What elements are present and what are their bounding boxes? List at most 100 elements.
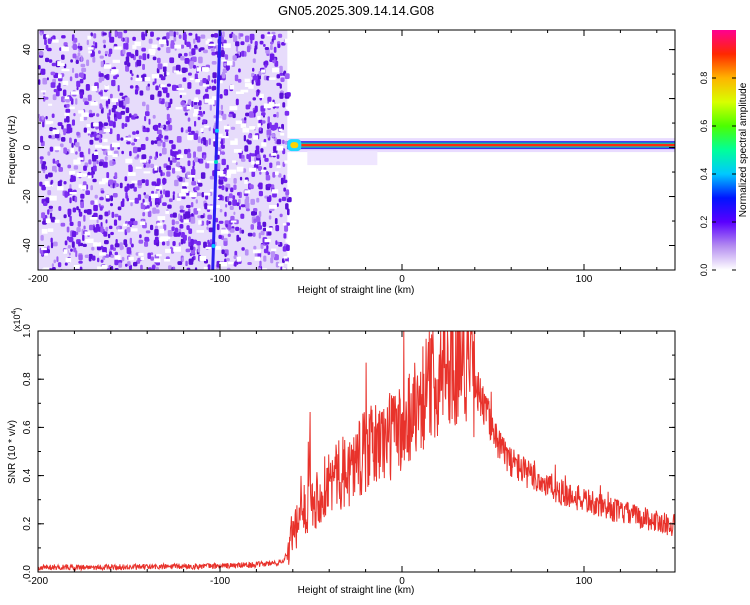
noise-speck xyxy=(200,214,205,219)
noise-speck xyxy=(206,226,209,230)
noise-speck xyxy=(77,45,80,49)
noise-gap xyxy=(57,186,64,191)
noise-speck xyxy=(175,221,180,225)
noise-speck xyxy=(205,162,210,169)
noise-gap xyxy=(163,62,168,67)
noise-speck xyxy=(184,149,188,155)
noise-speck xyxy=(260,230,265,236)
noise-speck xyxy=(109,36,115,43)
noise-speck xyxy=(89,139,94,145)
noise-gap xyxy=(284,160,291,164)
noise-speck xyxy=(102,247,107,254)
noise-speck xyxy=(233,184,237,190)
noise-speck xyxy=(172,191,176,195)
noise-speck xyxy=(66,116,70,123)
noise-gap xyxy=(129,200,135,202)
noise-speck xyxy=(168,198,173,203)
noise-speck xyxy=(218,178,224,185)
noise-speck xyxy=(167,204,172,209)
noise-speck xyxy=(119,92,124,96)
noise-speck xyxy=(136,154,140,158)
noise-speck xyxy=(145,179,149,186)
noise-speck xyxy=(160,76,166,81)
noise-speck xyxy=(168,30,174,37)
noise-gap xyxy=(286,106,290,110)
noise-speck xyxy=(225,187,228,192)
noise-gap xyxy=(197,179,201,183)
noise-speck xyxy=(120,201,125,207)
noise-speck xyxy=(57,262,62,268)
noise-gap xyxy=(244,78,250,83)
noise-speck xyxy=(207,239,210,245)
noise-speck xyxy=(285,203,289,210)
noise-speck xyxy=(92,165,97,172)
noise-speck xyxy=(263,255,267,262)
noise-speck xyxy=(239,33,244,37)
noise-speck xyxy=(271,31,276,35)
noise-speck xyxy=(97,257,100,263)
noise-speck xyxy=(276,74,281,79)
noise-gap xyxy=(77,157,84,160)
noise-speck xyxy=(223,237,228,242)
noise-speck xyxy=(76,86,79,91)
noise-gap xyxy=(114,46,122,50)
y-tick-label: 0.0 xyxy=(22,565,33,579)
y-tick-label: 0.4 xyxy=(22,468,33,482)
noise-gap xyxy=(132,44,137,49)
noise-speck xyxy=(283,174,286,180)
noise-gap xyxy=(104,64,112,69)
noise-speck xyxy=(160,194,163,199)
noise-speck xyxy=(227,225,230,231)
noise-speck xyxy=(191,168,196,176)
noise-speck xyxy=(125,195,129,199)
noise-speck xyxy=(165,121,171,125)
noise-speck xyxy=(239,176,243,181)
noise-speck xyxy=(201,192,205,198)
noise-speck xyxy=(96,113,100,117)
noise-speck xyxy=(112,161,116,165)
noise-gap xyxy=(263,103,272,109)
noise-speck xyxy=(169,117,172,124)
noise-speck xyxy=(248,104,251,110)
noise-gap xyxy=(240,123,247,128)
noise-speck xyxy=(67,164,72,169)
noise-speck xyxy=(250,184,254,190)
noise-speck xyxy=(147,252,151,259)
noise-gap xyxy=(229,106,238,111)
noise-speck xyxy=(141,154,147,160)
noise-speck xyxy=(235,226,240,231)
noise-speck xyxy=(252,67,255,72)
noise-speck xyxy=(139,90,144,96)
noise-speck xyxy=(276,111,279,118)
noise-speck xyxy=(78,254,83,261)
noise-gap xyxy=(99,252,106,256)
noise-speck xyxy=(93,204,98,212)
noise-speck xyxy=(154,76,157,84)
noise-gap xyxy=(45,34,49,38)
noise-speck xyxy=(195,199,198,204)
noise-speck xyxy=(112,105,118,109)
noise-speck xyxy=(114,213,119,218)
noise-speck xyxy=(51,267,56,270)
noise-speck xyxy=(65,108,71,113)
noise-speck xyxy=(140,264,143,270)
x-tick-label: -200 xyxy=(28,274,48,285)
noise-speck xyxy=(273,137,277,142)
noise-speck xyxy=(213,33,219,38)
noise-speck xyxy=(155,266,159,270)
noise-gap xyxy=(93,122,99,127)
noise-speck xyxy=(169,213,174,218)
noise-speck xyxy=(155,225,158,230)
noise-speck xyxy=(59,143,64,148)
noise-gap xyxy=(61,46,69,52)
noise-gap xyxy=(221,229,229,234)
noise-gap xyxy=(235,120,243,124)
noise-gap xyxy=(176,198,181,201)
noise-gap xyxy=(208,99,215,105)
noise-speck xyxy=(125,107,130,114)
noise-speck xyxy=(85,190,90,195)
noise-gap xyxy=(208,43,216,47)
noise-gap xyxy=(268,77,276,80)
noise-speck xyxy=(48,205,53,209)
noise-speck xyxy=(64,191,68,198)
